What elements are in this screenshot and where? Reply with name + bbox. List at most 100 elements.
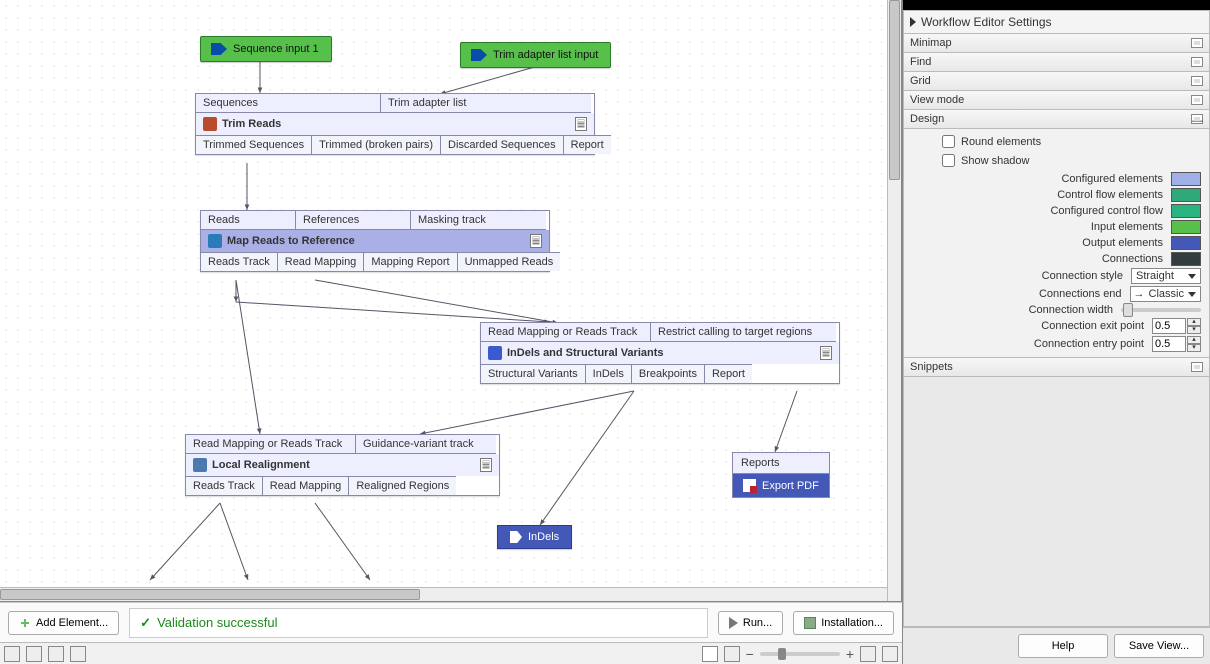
node-input-port[interactable]: Read Mapping or Reads Track [481,323,651,342]
color-swatch[interactable] [1171,252,1201,266]
node-input-port[interactable]: Masking track [411,211,546,230]
node-input-port[interactable]: Sequences [196,94,381,113]
v-scroll-thumb[interactable] [889,0,900,180]
status-icon-4[interactable] [70,646,86,662]
node-output-port[interactable]: Realigned Regions [349,476,456,495]
show-shadow-input[interactable] [942,154,955,167]
input-in1[interactable]: Sequence input 1 [200,36,332,62]
notes-icon[interactable] [575,117,587,131]
app-root: Sequence input 1 Trim adapter list input S… [0,0,1210,664]
zoom-slider[interactable] [760,652,840,656]
node-input-port[interactable]: References [296,211,411,230]
node-output-port[interactable]: Read Mapping [263,476,350,495]
color-swatch[interactable] [1171,236,1201,250]
node-local[interactable]: Read Mapping or Reads TrackGuidance-vari… [185,434,500,496]
node-type-icon [208,234,222,248]
node-output-port[interactable]: Unmapped Reads [458,252,561,271]
check-icon: ✓ [140,615,151,631]
run-button[interactable]: Run... [718,611,783,635]
section-label: Find [910,56,931,68]
magnify-icon[interactable] [724,646,740,662]
node-output-port[interactable]: Discarded Sequences [441,135,564,154]
notes-icon[interactable] [480,458,492,472]
show-shadow-label: Show shadow [961,155,1030,167]
node-output-port[interactable]: Mapping Report [364,252,457,271]
node-output-port[interactable]: Breakpoints [632,364,705,383]
connection-width-slider[interactable] [1121,308,1201,312]
workflow-canvas[interactable]: Sequence input 1 Trim adapter list input S… [0,0,901,601]
node-output-port[interactable]: Structural Variants [481,364,586,383]
node-input-port[interactable]: Read Mapping or Reads Track [186,435,356,454]
color-swatch[interactable] [1171,220,1201,234]
fit-all-icon[interactable] [882,646,898,662]
save-view-button[interactable]: Save View... [1114,634,1204,658]
node-indel[interactable]: Read Mapping or Reads TrackRestrict call… [480,322,840,384]
input-in2[interactable]: Trim adapter list input [460,42,611,68]
show-shadow-checkbox[interactable]: Show shadow [912,152,1201,171]
snippets-section-header[interactable]: Snippets [903,358,1210,377]
legend-label: Input elements [912,221,1167,233]
expand-icon [1191,38,1203,48]
connections-end-select[interactable]: Classic [1130,286,1201,302]
installation-button[interactable]: Installation... [793,611,894,635]
section-minimap[interactable]: Minimap [903,34,1210,53]
node-output-port[interactable]: Trimmed Sequences [196,135,312,154]
output-arrow-icon [510,531,522,543]
entry-up-icon[interactable]: ▴ [1187,336,1201,344]
node-trim[interactable]: SequencesTrim adapter listTrim ReadsTrim… [195,93,595,155]
exit-point-input[interactable] [1152,318,1186,334]
export-node[interactable]: ReportsExport PDF [732,452,830,498]
node-output-port[interactable]: InDels [586,364,632,383]
exit-point-spinner[interactable]: ▴▾ [1152,318,1201,334]
node-output-port[interactable]: Report [564,135,611,154]
fit-width-icon[interactable] [860,646,876,662]
caret-right-icon [910,17,916,27]
width-slider-thumb[interactable] [1123,303,1133,317]
node-input-port[interactable]: Trim adapter list [381,94,591,113]
help-button[interactable]: Help [1018,634,1108,658]
pointer-icon[interactable] [702,646,718,662]
add-element-button[interactable]: Add Element... [8,611,119,635]
vertical-scrollbar[interactable] [887,0,901,601]
status-icon-2[interactable] [26,646,42,662]
section-label: View mode [910,94,964,106]
color-swatch[interactable] [1171,172,1201,186]
horizontal-scrollbar[interactable] [0,587,887,601]
notes-icon[interactable] [530,234,542,248]
zoom-in-icon[interactable]: + [846,646,854,662]
snippets-label: Snippets [910,361,953,373]
status-icon-3[interactable] [48,646,64,662]
node-input-port[interactable]: Reads [201,211,296,230]
round-elements-checkbox[interactable]: Round elements [912,133,1201,152]
node-output-port[interactable]: Report [705,364,752,383]
zoom-thumb[interactable] [778,648,786,660]
output-out_indels[interactable]: InDels [497,525,572,549]
status-icon-1[interactable] [4,646,20,662]
color-swatch[interactable] [1171,188,1201,202]
section-find[interactable]: Find [903,53,1210,72]
node-output-port[interactable]: Read Mapping [278,252,365,271]
section-view-mode[interactable]: View mode [903,91,1210,110]
exit-up-icon[interactable]: ▴ [1187,318,1201,326]
section-grid[interactable]: Grid [903,72,1210,91]
node-output-port[interactable]: Reads Track [186,476,263,495]
node-input-port[interactable]: Restrict calling to target regions [651,323,836,342]
h-scroll-thumb[interactable] [0,589,420,600]
node-output-port[interactable]: Trimmed (broken pairs) [312,135,441,154]
design-section-header[interactable]: Design — [903,110,1210,129]
export-pdf-button[interactable]: Export PDF [733,474,829,497]
connection-style-select[interactable]: Straight [1131,268,1201,284]
exit-down-icon[interactable]: ▾ [1187,326,1201,334]
entry-down-icon[interactable]: ▾ [1187,344,1201,352]
zoom-out-icon[interactable]: − [746,646,754,662]
node-title: Map Reads to Reference [227,235,355,247]
exit-point-row: Connection exit point ▴▾ [912,317,1201,335]
node-map[interactable]: ReadsReferencesMasking track Map Reads to… [200,210,550,272]
node-input-port[interactable]: Guidance-variant track [356,435,496,454]
notes-icon[interactable] [820,346,832,360]
entry-point-input[interactable] [1152,336,1186,352]
node-output-port[interactable]: Reads Track [201,252,278,271]
color-swatch[interactable] [1171,204,1201,218]
round-elements-input[interactable] [942,135,955,148]
entry-point-spinner[interactable]: ▴▾ [1152,336,1201,352]
